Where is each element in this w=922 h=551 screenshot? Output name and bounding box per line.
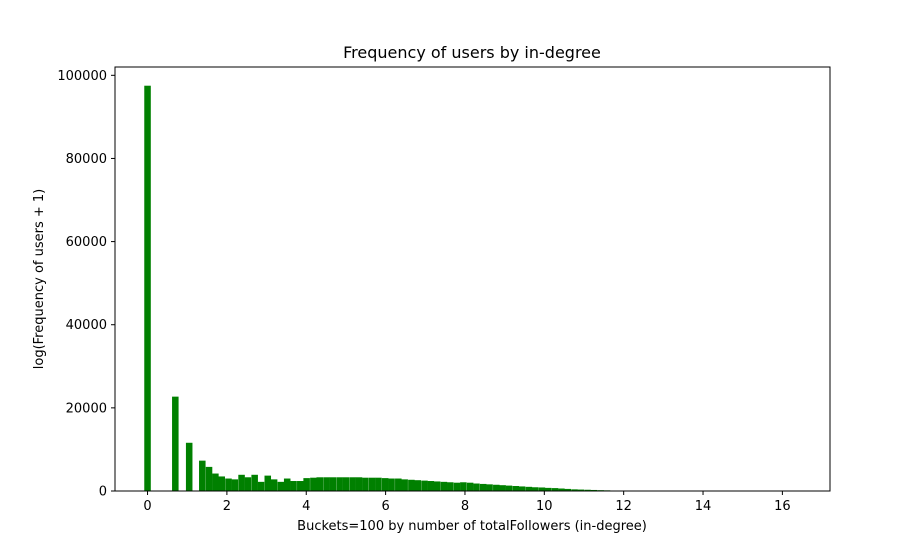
x-tick-label: 12 <box>615 499 632 514</box>
histogram-bar <box>368 477 376 491</box>
y-tick-label: 80000 <box>66 152 107 167</box>
histogram-bar <box>251 474 258 491</box>
histogram-bar <box>460 482 467 491</box>
histogram-bar <box>512 486 520 491</box>
histogram-bar <box>342 477 350 491</box>
histogram-bar <box>329 477 337 491</box>
bars-group <box>144 85 800 492</box>
histogram-bar <box>538 487 546 491</box>
histogram-bar <box>421 480 428 491</box>
histogram-bar <box>205 466 213 491</box>
histogram-bar <box>231 479 239 491</box>
chart-title: Frequency of users by in-degree <box>343 43 601 62</box>
histogram-bar <box>336 477 343 491</box>
y-tick-label: 40000 <box>66 318 107 333</box>
y-tick-label: 60000 <box>66 235 107 250</box>
histogram-bar <box>270 479 278 491</box>
histogram-bar <box>433 481 441 491</box>
histogram-bar <box>185 442 193 491</box>
x-tick-label: 14 <box>695 499 712 514</box>
histogram-bar <box>264 475 272 491</box>
histogram-bar <box>225 478 232 491</box>
histogram-bar <box>199 460 206 491</box>
histogram-bar <box>447 482 454 491</box>
histogram-bar <box>493 484 500 491</box>
histogram-bar <box>551 488 559 491</box>
histogram-bar <box>212 473 219 491</box>
x-axis-label: Buckets=100 by number of totalFollowers … <box>297 519 647 534</box>
histogram-bar <box>558 488 565 491</box>
y-axis: 0 20000 40000 60000 80000 100000 <box>57 69 115 500</box>
histogram-bar <box>257 481 265 491</box>
histogram-bar <box>499 485 506 491</box>
histogram-bar <box>505 485 513 491</box>
histogram-bar <box>408 479 415 491</box>
x-tick-label: 10 <box>536 499 553 514</box>
y-tick-label: 100000 <box>57 69 107 84</box>
histogram-bar <box>401 479 408 491</box>
histogram-bar <box>310 477 317 491</box>
histogram-bar <box>577 489 585 491</box>
y-axis-label: log(Frequency of users + 1) <box>32 189 47 369</box>
histogram-bar <box>277 481 285 491</box>
histogram-bar <box>518 486 526 491</box>
x-tick-label: 16 <box>774 499 791 514</box>
histogram-bar <box>525 486 533 491</box>
plot-frame <box>114 66 831 492</box>
histogram-bar <box>316 477 324 491</box>
histogram-bar <box>362 477 369 491</box>
histogram-bar <box>172 396 179 491</box>
x-tick-label: 0 <box>143 499 151 514</box>
histogram-bar <box>571 489 578 491</box>
histogram-bar <box>545 487 552 491</box>
histogram-bar <box>290 481 297 491</box>
histogram-bar <box>303 478 310 491</box>
histogram-bar <box>349 477 356 491</box>
x-tick-label: 2 <box>223 499 231 514</box>
y-tick-label: 0 <box>99 485 107 500</box>
histogram-bar <box>590 489 598 491</box>
y-tick-label: 20000 <box>66 401 107 416</box>
x-tick-label: 4 <box>302 499 310 514</box>
x-tick-label: 8 <box>461 499 469 514</box>
histogram-bar <box>388 478 395 491</box>
x-axis: 0 2 4 6 8 10 12 14 16 <box>143 491 791 514</box>
histogram-bar <box>414 480 422 491</box>
histogram-bar <box>486 484 493 491</box>
histogram-bar <box>375 477 382 491</box>
histogram-bar <box>218 476 225 491</box>
histogram-bar <box>381 478 389 491</box>
histogram-bar <box>479 483 487 491</box>
histogram-bar <box>473 483 480 491</box>
histogram-bar <box>531 487 539 491</box>
histogram-bar <box>244 477 252 491</box>
histogram-bar <box>323 477 330 491</box>
histogram-bar <box>144 85 151 492</box>
histogram-bar <box>297 481 304 491</box>
histogram-bar <box>564 488 571 491</box>
histogram-bar <box>355 477 363 491</box>
histogram-bar <box>395 478 402 491</box>
x-tick-label: 6 <box>381 499 389 514</box>
histogram-bar <box>427 481 435 491</box>
histogram-bar <box>238 474 245 491</box>
histogram-bar <box>466 482 474 491</box>
histogram-bar <box>283 478 291 491</box>
histogram-bar <box>440 481 448 491</box>
histogram-bar <box>453 482 461 491</box>
histogram-bar <box>584 489 591 491</box>
